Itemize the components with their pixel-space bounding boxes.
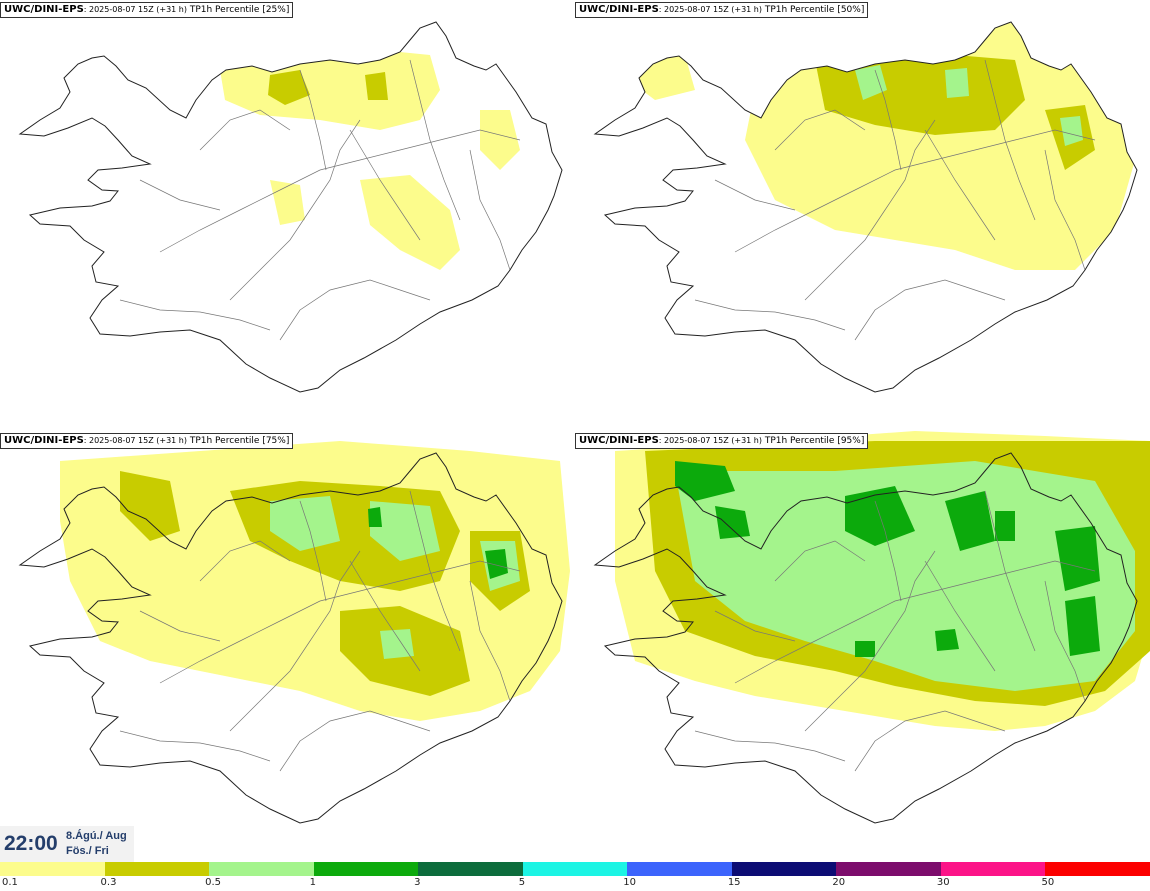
precip-area (945, 491, 995, 551)
precip-area (935, 629, 959, 651)
precip-area (855, 65, 887, 100)
precip-area (945, 68, 969, 98)
panel-title: UWC/DINI-EPS: 2025-08-07 15Z (+31 h) TP1… (575, 433, 869, 449)
precip-area (855, 641, 875, 657)
legend-swatch (522, 862, 628, 876)
legend-label: 20 (832, 877, 846, 888)
precip-area (360, 175, 460, 270)
legend-swatch (0, 862, 106, 876)
precip-fill (635, 22, 1135, 270)
precip-fill (60, 441, 570, 721)
legend-label: 0.1 (2, 877, 18, 888)
field-name: TP1h Percentile [75%] (186, 436, 290, 446)
precip-area (380, 629, 414, 659)
legend-swatch (209, 862, 315, 876)
precip-area (675, 461, 1135, 691)
iceland-precipitation-map (593, 21, 1138, 393)
precip-area (220, 45, 440, 130)
map-panel-2: UWC/DINI-EPS: 2025-08-07 15Z (+31 h) TP1… (575, 0, 1150, 431)
legend-swatch (1045, 862, 1150, 876)
precip-area (1065, 596, 1100, 656)
field-name: TP1h Percentile [95%] (761, 436, 865, 446)
precip-area (270, 496, 340, 551)
model-name: UWC/DINI-EPS (579, 4, 659, 15)
model-name: UWC/DINI-EPS (4, 4, 84, 15)
precip-area (368, 507, 382, 527)
legend-label: 10 (623, 877, 636, 888)
precip-area (1055, 526, 1100, 591)
color-legend (0, 862, 1150, 876)
legend-label: 5 (518, 877, 526, 888)
road-lines (119, 59, 521, 341)
model-name: UWC/DINI-EPS (4, 435, 84, 446)
legend-label: 1 (309, 877, 316, 888)
legend-label: 15 (727, 877, 741, 888)
legend-label: 0.3 (100, 877, 117, 888)
run-info: : 2025-08-07 15Z (+31 h) (83, 436, 187, 445)
run-info: : 2025-08-07 15Z (+31 h) (658, 436, 762, 445)
valid-time-box: 22:00 8.Ágú./ Aug Fös./ Fri (0, 826, 134, 862)
iceland-precipitation-map (18, 441, 570, 824)
precip-area (995, 511, 1015, 541)
precip-area (370, 501, 440, 561)
legend-label: 50 (1041, 877, 1055, 888)
legend-label: 3 (414, 877, 421, 888)
road-lines (694, 490, 1096, 772)
road-lines (119, 490, 521, 772)
iceland-precipitation-map (593, 431, 1150, 824)
run-info: : 2025-08-07 15Z (+31 h) (658, 5, 762, 14)
coastline (18, 452, 563, 824)
precip-area (485, 549, 508, 579)
run-info: : 2025-08-07 15Z (+31 h) (83, 5, 187, 14)
coastline (593, 21, 1138, 393)
map-panel-1: UWC/DINI-EPS: 2025-08-07 15Z (+31 h) TP1… (0, 0, 575, 431)
legend-label: 0.5 (205, 877, 221, 888)
map-panel-4: UWC/DINI-EPS: 2025-08-07 15Z (+31 h) TP1… (575, 431, 1150, 862)
field-name: TP1h Percentile [25%] (186, 5, 290, 15)
precip-area (365, 72, 388, 100)
legend-swatch (836, 862, 942, 876)
coastline (593, 452, 1138, 824)
precip-fill (615, 431, 1150, 731)
precip-area (268, 70, 310, 105)
coastline (18, 21, 563, 393)
valid-day: Fös./ Fri (66, 845, 109, 857)
precip-area (480, 110, 520, 170)
legend-swatch (627, 862, 733, 876)
field-name: TP1h Percentile [50%] (761, 5, 865, 15)
precip-area (715, 506, 750, 539)
precip-area (270, 180, 305, 225)
panel-title: UWC/DINI-EPS: 2025-08-07 15Z (+31 h) TP1… (0, 433, 294, 449)
road-lines (694, 59, 1096, 341)
legend-label: 30 (936, 877, 950, 888)
map-panel-3: UWC/DINI-EPS: 2025-08-07 15Z (+31 h) TP1… (0, 431, 575, 862)
panel-title: UWC/DINI-EPS: 2025-08-07 15Z (+31 h) TP1… (0, 2, 294, 18)
legend-swatch (940, 862, 1046, 876)
valid-time: 22:00 (4, 832, 58, 855)
precip-area (120, 471, 180, 541)
panel-title: UWC/DINI-EPS: 2025-08-07 15Z (+31 h) TP1… (575, 2, 869, 18)
precip-area (1060, 116, 1083, 146)
legend-swatch (731, 862, 837, 876)
legend-swatch (418, 862, 524, 876)
iceland-precipitation-map (18, 21, 563, 393)
legend-swatch (313, 862, 419, 876)
precip-area (675, 461, 735, 501)
valid-date: 8.Ágú./ Aug (66, 830, 127, 842)
legend-swatch (104, 862, 210, 876)
model-name: UWC/DINI-EPS (579, 435, 659, 446)
